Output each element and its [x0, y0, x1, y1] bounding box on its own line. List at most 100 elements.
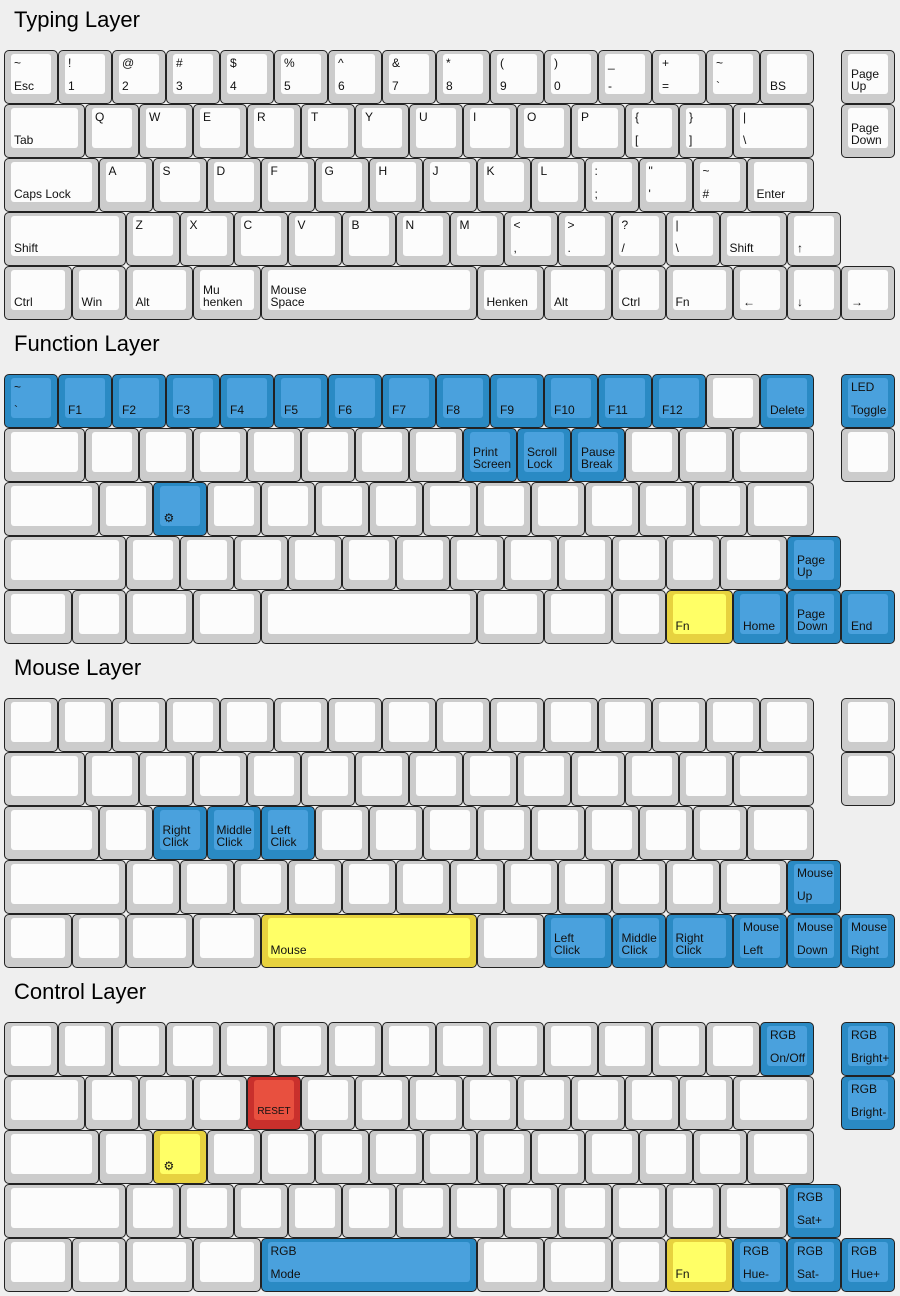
- key: :;: [584, 158, 639, 212]
- key: RGB Sat+: [787, 1184, 841, 1238]
- key: ~ `: [706, 50, 760, 104]
- keycap-top: ⚙: [159, 486, 200, 526]
- keycap-top: [726, 540, 780, 580]
- key: Mouse Down: [787, 914, 841, 968]
- key: [314, 482, 369, 536]
- keycap-top: [146, 432, 186, 472]
- keycap-top: K: [483, 162, 524, 202]
- key-legend-bottom: F6: [338, 403, 353, 417]
- keycap-top: [308, 432, 348, 472]
- key: [260, 590, 477, 644]
- key: [341, 860, 396, 914]
- keycap-top: I: [470, 108, 510, 148]
- key: [139, 428, 193, 482]
- key: Mu henken: [193, 266, 261, 320]
- keycap-top: [65, 1026, 105, 1066]
- keycap-top: [483, 810, 524, 850]
- key: U: [409, 104, 463, 158]
- keycap-top: [618, 1188, 659, 1228]
- keycap-top: [132, 594, 186, 634]
- keycap-top: [254, 756, 294, 796]
- key: Shift: [719, 212, 787, 266]
- key: {[: [625, 104, 679, 158]
- key-legend-bottom: `: [716, 79, 720, 93]
- key: [287, 536, 342, 590]
- key: RGB Sat-: [787, 1238, 841, 1292]
- key: [746, 1130, 814, 1184]
- key: Middle Click: [206, 806, 261, 860]
- key-legend-top: ~: [14, 56, 22, 70]
- keycap-top: [578, 756, 618, 796]
- keycap-top: Home: [740, 594, 780, 634]
- keycap-top: ~ Esc: [11, 54, 51, 94]
- key: [611, 860, 666, 914]
- key-legend-top: ): [554, 56, 558, 70]
- key: [490, 698, 544, 752]
- key: RGB Hue-: [733, 1238, 787, 1292]
- keycap-top: [740, 1080, 807, 1120]
- keycap-top: [753, 1134, 807, 1174]
- key: [719, 1184, 787, 1238]
- key: [733, 428, 814, 482]
- keycap-top: [389, 1026, 429, 1066]
- keycap-top: [294, 864, 335, 904]
- key: ←: [733, 266, 787, 320]
- keycap-top: [335, 1026, 375, 1066]
- key: P: [571, 104, 625, 158]
- keycap-top: [173, 702, 213, 742]
- keycap-top: [362, 432, 402, 472]
- key-legend-top: I: [473, 110, 477, 124]
- key: F8: [436, 374, 490, 428]
- keycap-top: Mouse Right: [848, 918, 888, 958]
- key-legend-bottom: Bright-: [851, 1105, 887, 1119]
- keycap-top: [78, 594, 119, 634]
- keycap-top: + =: [659, 54, 699, 94]
- key: [341, 536, 396, 590]
- key: [125, 860, 180, 914]
- key: [4, 914, 72, 968]
- key: [503, 536, 558, 590]
- keycap-top: [375, 486, 416, 526]
- key-legend-top: P: [581, 110, 590, 124]
- key: [125, 1238, 193, 1292]
- keycap-top: [659, 702, 699, 742]
- key: [395, 1184, 450, 1238]
- key: Alt: [125, 266, 193, 320]
- keycap-top: [416, 1080, 456, 1120]
- key: F5: [274, 374, 328, 428]
- key: Right Click: [665, 914, 733, 968]
- key: [247, 752, 301, 806]
- keycap-top: F7: [389, 378, 429, 418]
- keycap-top: [200, 1242, 254, 1282]
- key: [287, 860, 342, 914]
- key: I: [463, 104, 517, 158]
- keycap-top: [321, 1134, 362, 1174]
- key-legend-bottom: [: [635, 133, 639, 147]
- key: Tab: [4, 104, 85, 158]
- key: Y: [355, 104, 409, 158]
- keycap-top: [173, 1026, 213, 1066]
- key: RGB Bright+: [841, 1022, 895, 1076]
- keycap-top: [11, 756, 78, 796]
- key-legend-top: |: [743, 110, 747, 124]
- keycap-top: | \: [672, 216, 713, 256]
- keycap-top: [713, 1026, 753, 1066]
- key: [125, 914, 193, 968]
- key: ? /: [611, 212, 666, 266]
- key-legend-bottom: →: [851, 295, 863, 309]
- key-legend-bottom: Page Up: [797, 553, 826, 579]
- key-legend-top: !: [68, 56, 72, 70]
- key: [611, 1184, 666, 1238]
- key: [584, 1130, 639, 1184]
- key-legend-bottom: Henken: [486, 295, 528, 309]
- keycap-top: [470, 1080, 510, 1120]
- key-legend-bottom: 3: [176, 79, 183, 93]
- keycap-top: [389, 702, 429, 742]
- keycap-top: F: [267, 162, 308, 202]
- key: [179, 1184, 234, 1238]
- keycap-top: [753, 486, 807, 526]
- key: [449, 536, 504, 590]
- key: [368, 482, 423, 536]
- key-legend-top: }: [689, 110, 694, 124]
- keycap-top: [92, 1080, 132, 1120]
